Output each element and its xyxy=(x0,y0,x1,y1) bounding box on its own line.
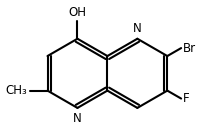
Text: Br: Br xyxy=(183,42,196,55)
Text: F: F xyxy=(183,92,190,105)
Text: CH₃: CH₃ xyxy=(6,84,28,97)
Text: N: N xyxy=(133,22,142,35)
Text: N: N xyxy=(73,112,82,125)
Text: OH: OH xyxy=(69,6,86,19)
